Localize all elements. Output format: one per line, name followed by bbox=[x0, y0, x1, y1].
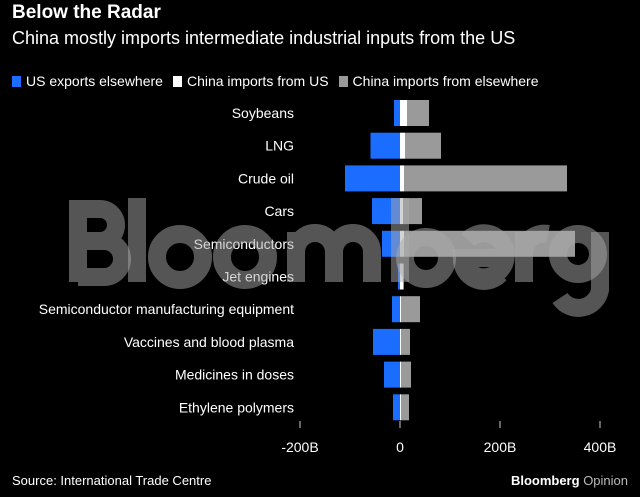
bar-1 bbox=[400, 361, 401, 388]
watermark-stroke bbox=[213, 225, 277, 289]
brand-logo: Bloomberg Opinion bbox=[511, 473, 628, 488]
legend-item-us-elsewhere: US exports elsewhere bbox=[12, 73, 163, 89]
x-tick-label: 400B bbox=[584, 439, 617, 455]
x-tick-label: -200B bbox=[281, 439, 318, 455]
bar-0 bbox=[393, 394, 400, 421]
bar-0 bbox=[394, 100, 400, 126]
watermark-stroke bbox=[287, 224, 381, 282]
category-label: Soybeans bbox=[232, 105, 294, 121]
bar-1 bbox=[400, 165, 404, 192]
bar-0 bbox=[384, 361, 400, 388]
bar-0 bbox=[345, 165, 400, 192]
bar-1 bbox=[400, 100, 407, 126]
bar-0 bbox=[373, 328, 400, 355]
category-label: Vaccines and blood plasma bbox=[124, 334, 294, 350]
watermark-stroke bbox=[549, 225, 607, 283]
bar-0 bbox=[370, 132, 400, 159]
category-label: Cars bbox=[264, 203, 294, 219]
chart-subtitle: China mostly imports intermediate indust… bbox=[12, 28, 516, 48]
bar-2 bbox=[407, 100, 429, 126]
category-label: Medicines in doses bbox=[175, 367, 294, 383]
legend-label: China imports from US bbox=[186, 73, 329, 89]
watermark-stroke bbox=[552, 232, 609, 317]
bar-2 bbox=[401, 328, 410, 355]
watermark-logo bbox=[69, 198, 609, 317]
bar-2 bbox=[401, 361, 411, 388]
watermark-stroke bbox=[69, 200, 131, 286]
legend-item-china-from-us: China imports from US bbox=[172, 73, 329, 89]
legend-swatch bbox=[12, 75, 21, 87]
brand-suffix: Opinion bbox=[583, 473, 628, 488]
legend-label: US exports elsewhere bbox=[26, 73, 163, 89]
category-label: LNG bbox=[265, 138, 294, 154]
bar-2 bbox=[404, 165, 567, 192]
legend-swatch bbox=[338, 75, 348, 87]
legend-label: China imports from elsewhere bbox=[352, 73, 539, 89]
category-label: Semiconductor manufacturing equipment bbox=[39, 301, 294, 317]
x-tick-label: 0 bbox=[396, 439, 404, 455]
bar-2 bbox=[405, 132, 441, 159]
legend-swatch bbox=[172, 75, 182, 87]
bar-0 bbox=[392, 296, 400, 323]
category-label: Crude oil bbox=[238, 170, 294, 186]
bar-1 bbox=[400, 132, 405, 159]
legend: US exports elsewhere China imports from … bbox=[12, 73, 539, 89]
bar-2 bbox=[401, 394, 409, 421]
chart-title: Below the Radar bbox=[12, 2, 161, 23]
watermark-stroke bbox=[148, 225, 212, 289]
watermark-stroke bbox=[515, 224, 550, 282]
watermark-stroke bbox=[396, 228, 456, 288]
bar-1 bbox=[400, 296, 401, 323]
bar-2 bbox=[401, 296, 420, 323]
watermark-stroke bbox=[451, 224, 515, 290]
brand-name: Bloomberg bbox=[510, 473, 580, 488]
bar-1 bbox=[400, 328, 401, 355]
bar-1 bbox=[400, 394, 401, 421]
source-note: Source: International Trade Centre bbox=[12, 473, 212, 488]
category-label: Ethylene polymers bbox=[179, 399, 294, 415]
x-tick-label: 200B bbox=[484, 439, 517, 455]
legend-item-china-elsewhere: China imports from elsewhere bbox=[338, 73, 539, 89]
